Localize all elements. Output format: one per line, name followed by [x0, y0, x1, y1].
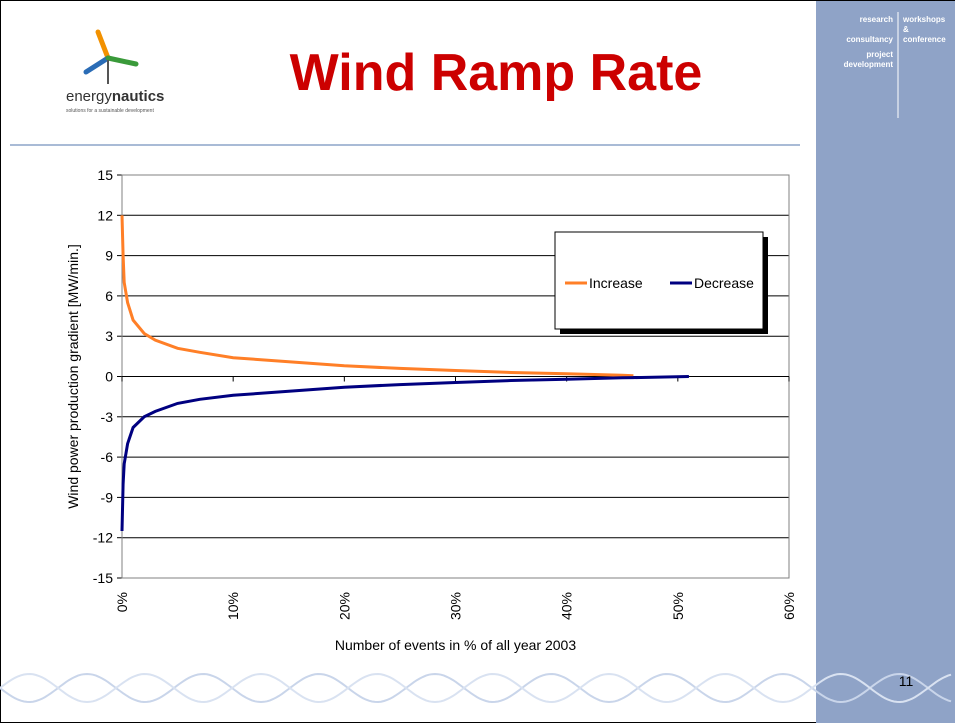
logo-bold: nautics [112, 88, 165, 105]
y-tick-label: -6 [101, 449, 114, 465]
sidebar-text: conference [903, 35, 946, 44]
y-tick-label: -12 [93, 530, 113, 546]
sidebar-text: consultancy [846, 35, 893, 44]
x-tick-label: 40% [559, 592, 575, 620]
x-tick-label: 60% [781, 592, 797, 620]
logo-light: energy [66, 88, 112, 105]
sidebar-text: development [844, 60, 894, 69]
x-tick-label: 0% [114, 592, 130, 612]
slide: research consultancy project development… [0, 0, 955, 723]
legend-label: Increase [589, 275, 643, 291]
page-number: 11 [899, 673, 914, 689]
y-tick-label: -15 [93, 570, 113, 586]
y-axis-title: Wind power production gradient [MW/min.] [65, 244, 81, 509]
x-tick-label: 20% [336, 592, 352, 620]
y-tick-label: -9 [101, 489, 114, 505]
x-axis-title: Number of events in % of all year 2003 [335, 637, 576, 653]
x-tick-label: 50% [670, 592, 686, 620]
x-tick-label: 30% [448, 592, 464, 620]
y-tick-label: 15 [97, 167, 113, 183]
y-tick-label: 9 [105, 248, 113, 264]
sidebar-text: & [903, 25, 909, 34]
sidebar-text: research [860, 15, 893, 24]
sidebar [816, 1, 955, 723]
y-tick-label: 0 [105, 369, 113, 385]
y-tick-label: 3 [105, 328, 113, 344]
y-tick-label: 12 [97, 207, 113, 223]
logo-text: energynautics [66, 88, 164, 105]
legend-label: Decrease [694, 275, 754, 291]
slide-title: Wind Ramp Rate [290, 44, 703, 102]
x-tick-label: 10% [225, 592, 241, 620]
sidebar-text: project [866, 50, 893, 59]
sidebar-text: workshops [902, 15, 946, 24]
y-tick-label: 6 [105, 288, 113, 304]
logo-tagline: solutions for a sustainable development [66, 108, 154, 114]
y-tick-label: -3 [101, 409, 114, 425]
